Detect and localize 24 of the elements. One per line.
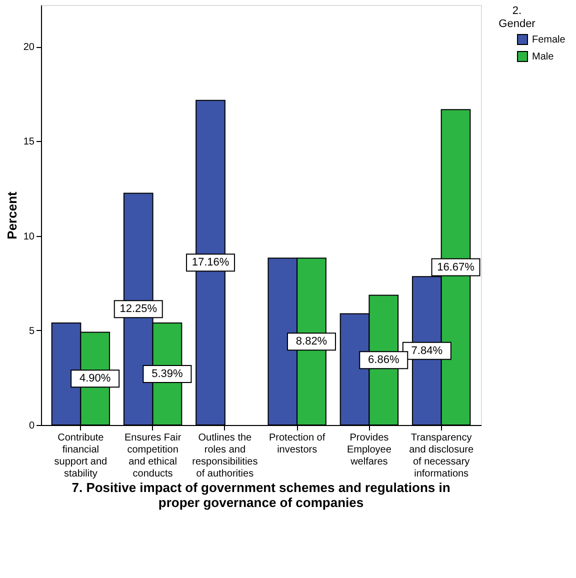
data-label: 5.39% (152, 368, 184, 380)
data-label: 8.82% (296, 336, 328, 348)
legend-label: Female (532, 34, 566, 46)
text: 7. Positive impact of government schemes and regulations in proper governance of companies (72, 480, 450, 510)
data-label: 17.16% (192, 256, 230, 269)
y-tick-label: 15 (23, 136, 35, 148)
legend-label: Male (532, 52, 554, 62)
legend-title: 2. Gender (498, 5, 536, 30)
y-tick-label: 10 (23, 231, 35, 242)
y-axis-title: Percent (4, 190, 20, 240)
x-tick-label: Outlines the roles and responsibilities of authorities (192, 432, 258, 480)
y-tick-label: 5 (28, 326, 35, 337)
x-tick-label: Transparency and disclosure of necessary informations (409, 432, 474, 480)
y-tick-label: 20 (23, 42, 35, 54)
x-tick-label: Provides Employee welfares (346, 432, 392, 468)
x-tick-label: Contribute financial support and stability (54, 432, 108, 480)
x-tick-label: Ensures Fair competition and ethical conducts (124, 432, 182, 480)
y-tick-label: 0 (28, 420, 35, 432)
x-tick-label: Protection of investors (268, 432, 326, 456)
data-label: 4.90% (79, 372, 111, 385)
data-label: 6.86% (368, 354, 400, 366)
data-label: 16.67% (437, 261, 475, 274)
data-label: 7.84% (411, 344, 443, 357)
data-label: 12.25% (120, 303, 158, 316)
